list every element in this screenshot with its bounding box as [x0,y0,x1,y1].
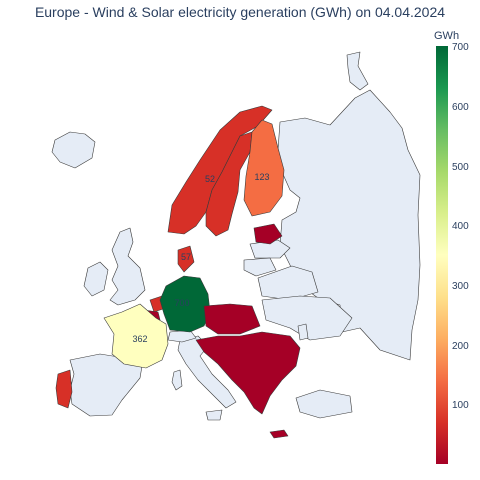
country-estonia[interactable] [253,223,283,245]
country-france[interactable] [103,303,169,369]
chart-title: Europe - Wind & Solar electricity genera… [34,4,446,20]
label-germany: 700 [174,298,189,308]
island-sardinia [171,369,183,391]
label-france: 362 [132,334,147,344]
country-lithuania [243,257,277,277]
country-moldova [297,323,309,341]
colorbar-tick-700: 700 [452,42,469,53]
country-finland[interactable] [243,119,285,217]
colorbar-title: GWh [434,30,460,42]
island-novaya-zemlya [346,51,369,91]
label-denmark: 57 [181,252,191,262]
country-ireland [83,261,109,297]
island-sicily [205,409,223,421]
country-belarus [257,265,319,301]
data-countries [55,105,301,439]
colorbar-tick-500: 500 [452,162,469,173]
country-iceland [51,131,96,169]
country-turkey-west [295,389,353,419]
label-finland: 123 [254,172,269,182]
non-data-countries [51,51,421,421]
country-germany[interactable] [159,275,211,333]
colorbar-tick-600: 600 [452,102,469,113]
country-portugal[interactable] [55,369,73,409]
colorbar [436,46,448,464]
colorbar-tick-300: 300 [452,281,469,292]
colorbar-tick-100: 100 [452,400,469,411]
colorbar-tick-400: 400 [452,221,469,232]
country-poland[interactable] [203,303,261,335]
value-labels: 700 362 123 52 57 [132,172,269,344]
country-uk [109,227,146,306]
country-central-se-europe[interactable] [195,331,301,415]
label-sweden: 52 [205,174,215,184]
colorbar-tick-200: 200 [452,341,469,352]
country-ukraine [261,295,353,341]
country-sweden[interactable] [205,131,253,237]
country-cyprus[interactable] [269,429,289,439]
country-denmark[interactable] [177,245,195,273]
